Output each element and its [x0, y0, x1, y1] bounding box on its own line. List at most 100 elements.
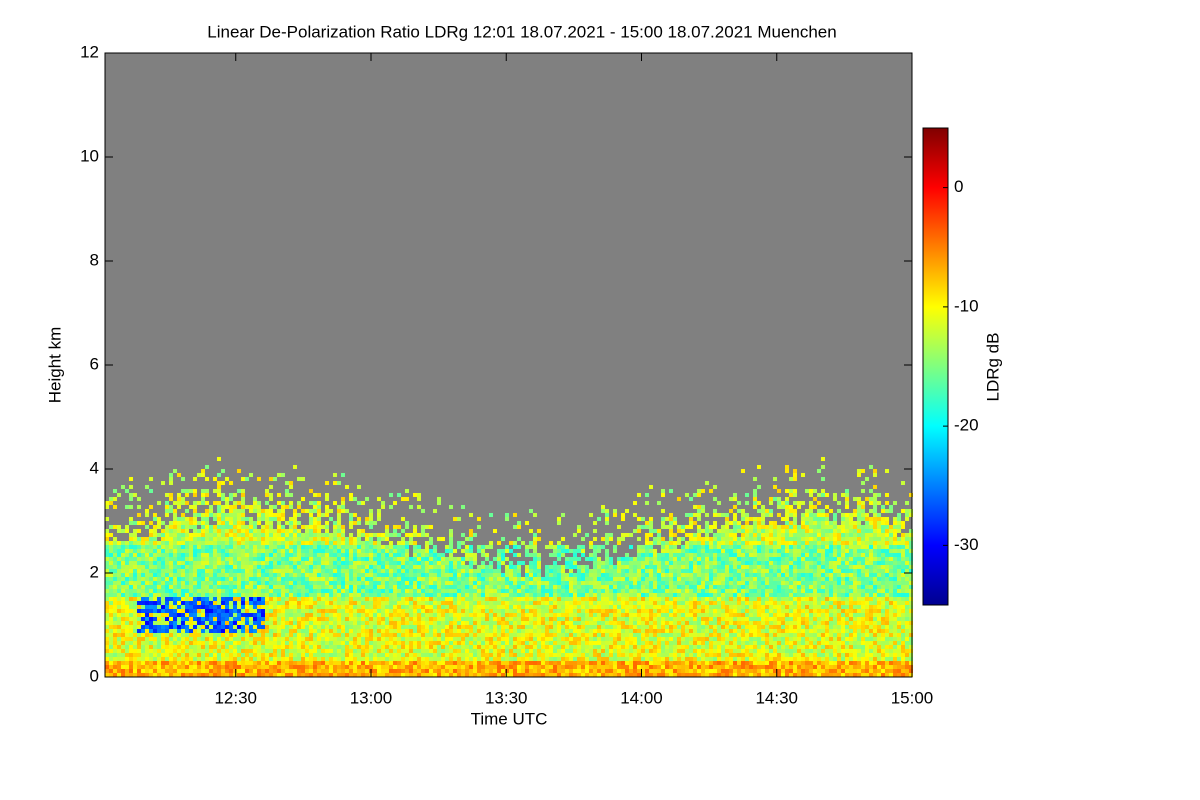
heatmap-cell: [501, 589, 505, 593]
heatmap-cell: [325, 573, 329, 577]
heatmap-cell: [161, 585, 165, 589]
heatmap-cell: [353, 553, 357, 557]
heatmap-cell: [609, 537, 613, 541]
heatmap-cell: [161, 641, 165, 645]
heatmap-cell: [185, 625, 189, 629]
heatmap-cell: [349, 537, 353, 541]
heatmap-cell: [349, 637, 353, 641]
heatmap-cell: [609, 629, 613, 633]
heatmap-cell: [477, 665, 481, 669]
heatmap-cell: [305, 605, 309, 609]
heatmap-cell: [441, 641, 445, 645]
heatmap-cell: [465, 553, 469, 557]
heatmap-cell: [141, 641, 145, 645]
heatmap-cell: [537, 581, 541, 585]
heatmap-cell: [345, 553, 349, 557]
heatmap-cell: [549, 585, 553, 589]
heatmap-cell: [421, 657, 425, 661]
heatmap-cell: [397, 545, 401, 549]
heatmap-cell: [497, 581, 501, 585]
heatmap-cell: [169, 561, 173, 565]
heatmap-cell: [317, 601, 321, 605]
heatmap-cell: [253, 665, 257, 669]
heatmap-cell: [505, 601, 509, 605]
heatmap-cell: [285, 481, 289, 485]
heatmap-cell: [537, 641, 541, 645]
heatmap-cell: [325, 637, 329, 641]
heatmap-cell: [593, 657, 597, 661]
heatmap-cell: [413, 601, 417, 605]
heatmap-cell: [341, 577, 345, 581]
heatmap-cell: [297, 577, 301, 581]
heatmap-cell: [325, 665, 329, 669]
heatmap-cell: [265, 673, 269, 677]
heatmap-cell: [357, 621, 361, 625]
heatmap-cell: [557, 665, 561, 669]
heatmap-cell: [497, 617, 501, 621]
heatmap-cell: [493, 637, 497, 641]
heatmap-cell: [577, 637, 581, 641]
heatmap-cell: [493, 625, 497, 629]
heatmap-cell: [441, 633, 445, 637]
heatmap-cell: [361, 549, 365, 553]
heatmap-cell: [441, 613, 445, 617]
heatmap-cell: [597, 517, 601, 521]
heatmap-cell: [301, 613, 305, 617]
heatmap-cell: [305, 577, 309, 581]
heatmap-cell: [137, 633, 141, 637]
heatmap-cell: [217, 533, 221, 537]
heatmap-cell: [525, 665, 529, 669]
heatmap-cell: [445, 577, 449, 581]
heatmap-cell: [317, 585, 321, 589]
heatmap-cell: [173, 605, 177, 609]
heatmap-cell: [329, 573, 333, 577]
heatmap-cell: [245, 569, 249, 573]
heatmap-cell: [293, 645, 297, 649]
heatmap-cell: [205, 601, 209, 605]
heatmap-cell: [225, 569, 229, 573]
heatmap-cell: [309, 501, 313, 505]
heatmap-cell: [461, 601, 465, 605]
heatmap-cell: [365, 577, 369, 581]
heatmap-cell: [137, 593, 141, 597]
heatmap-cell: [137, 545, 141, 549]
heatmap-cell: [293, 617, 297, 621]
heatmap-cell: [289, 481, 293, 485]
heatmap-cell: [401, 577, 405, 581]
heatmap-cell: [413, 549, 417, 553]
heatmap-cell: [345, 485, 349, 489]
heatmap-cell: [397, 593, 401, 597]
heatmap-cell: [381, 501, 385, 505]
heatmap-cell: [401, 589, 405, 593]
heatmap-cell: [469, 653, 473, 657]
heatmap-cell: [513, 625, 517, 629]
heatmap-cell: [265, 641, 269, 645]
heatmap-cell: [269, 553, 273, 557]
heatmap-cell: [217, 521, 221, 525]
heatmap-cell: [581, 621, 585, 625]
heatmap-cell: [273, 673, 277, 677]
heatmap-cell: [137, 617, 141, 621]
heatmap-cell: [145, 657, 149, 661]
heatmap-cell: [173, 609, 177, 613]
heatmap-cell: [241, 673, 245, 677]
heatmap-cell: [621, 513, 625, 517]
heatmap-cell: [401, 593, 405, 597]
heatmap-cell: [505, 581, 509, 585]
heatmap-cell: [121, 601, 125, 605]
heatmap-cell: [553, 665, 557, 669]
heatmap-cell: [557, 673, 561, 677]
heatmap-cell: [353, 645, 357, 649]
heatmap-cell: [489, 637, 493, 641]
heatmap-cell: [213, 609, 217, 613]
heatmap-cell: [569, 629, 573, 633]
heatmap-cell: [409, 589, 413, 593]
heatmap-cell: [481, 565, 485, 569]
heatmap-cell: [169, 609, 173, 613]
heatmap-cell: [465, 601, 469, 605]
heatmap-cell: [289, 569, 293, 573]
heatmap-cell: [125, 661, 129, 665]
heatmap-cell: [409, 569, 413, 573]
heatmap-cell: [345, 597, 349, 601]
heatmap-cell: [609, 533, 613, 537]
